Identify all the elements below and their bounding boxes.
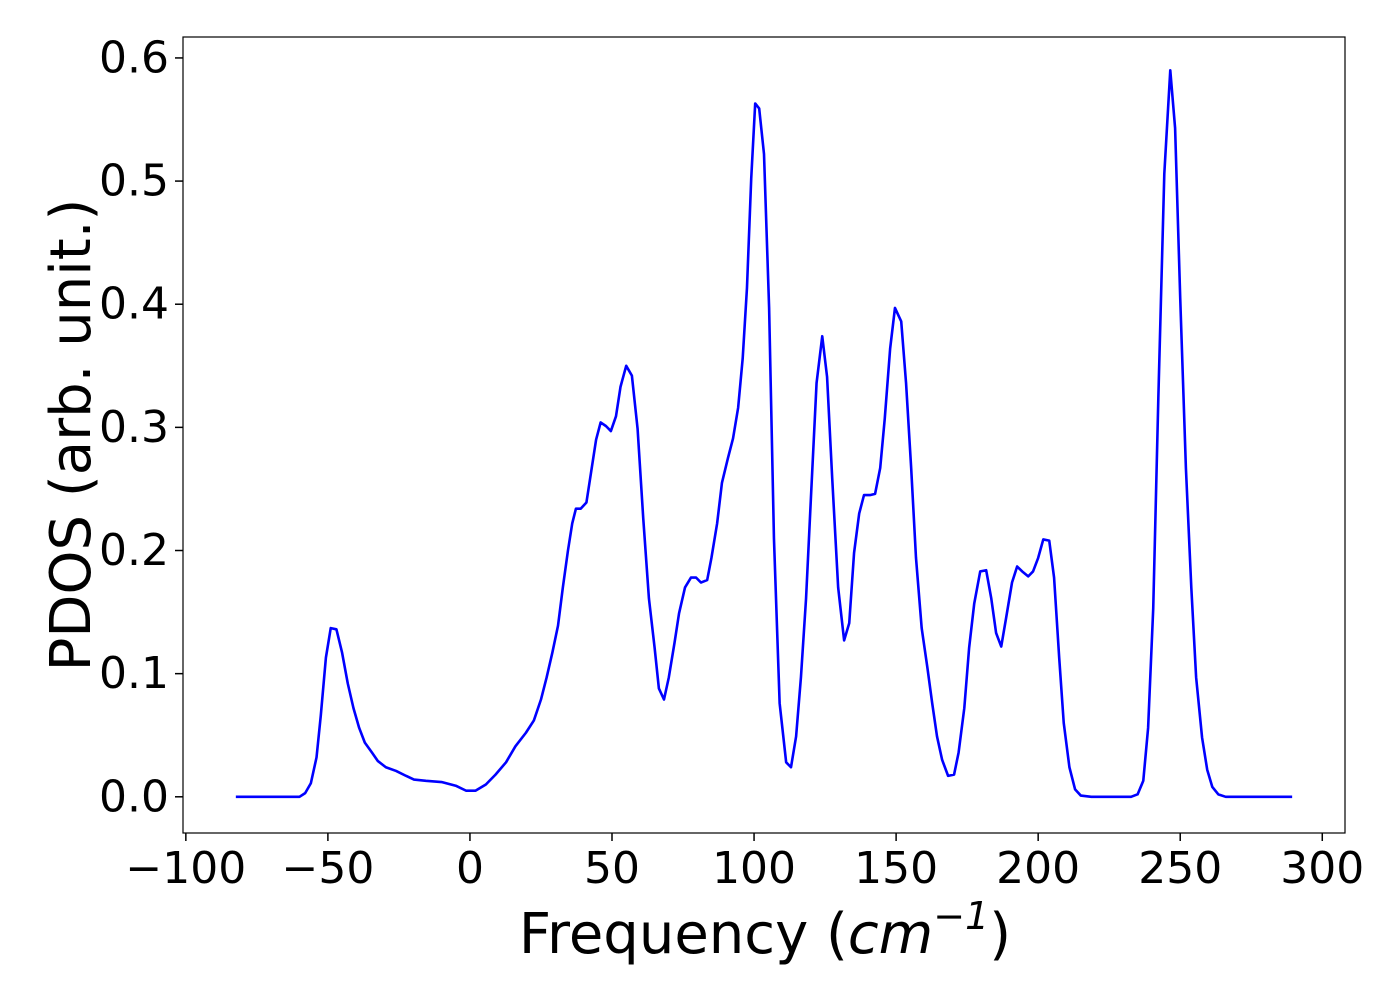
- x-tick-label: 0: [456, 843, 484, 894]
- y-tick-label: 0.4: [99, 279, 169, 330]
- x-label-unit: cm: [848, 902, 933, 967]
- x-tick-label: 100: [712, 843, 796, 894]
- x-axis-label: Frequency (cm−1): [519, 894, 1011, 967]
- y-tick-label: 0.2: [99, 525, 169, 576]
- y-tick-label: 0.1: [99, 648, 169, 699]
- plot-frame: [182, 36, 1346, 834]
- y-tick-label: 0.0: [99, 771, 169, 822]
- line: [235, 68, 1293, 799]
- x-tick-label: −100: [125, 843, 246, 894]
- x-tick-label: 250: [1138, 843, 1222, 894]
- x-tick-label: −50: [281, 843, 374, 894]
- x-tick-label: 150: [854, 843, 938, 894]
- x-tick-label: 300: [1280, 843, 1364, 894]
- x-tick-label: 50: [584, 843, 640, 894]
- x-label-exponent: −1: [933, 894, 989, 938]
- y-tick-label: 0.3: [99, 402, 169, 453]
- y-tick-label: 0.5: [99, 156, 169, 207]
- y-tick-label: 0.6: [99, 32, 169, 83]
- x-label-end: ): [989, 902, 1011, 967]
- x-label-text: Frequency (: [519, 902, 848, 967]
- y-axis-label: PDOS (arb. unit.): [39, 199, 104, 672]
- x-tick-label: 200: [996, 843, 1080, 894]
